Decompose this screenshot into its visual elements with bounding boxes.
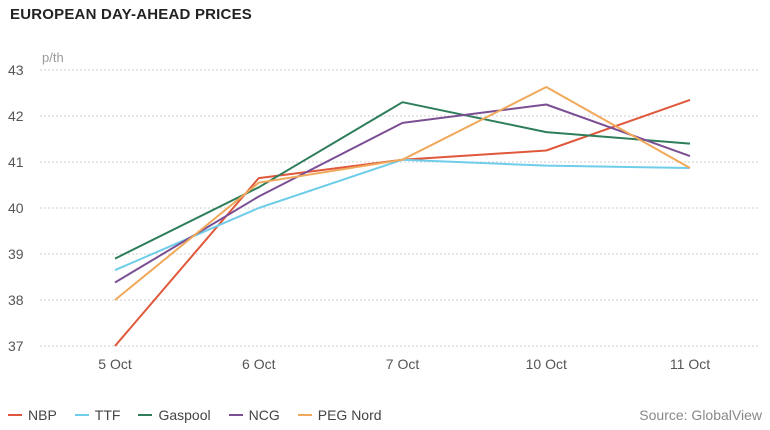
x-tick-label: 6 Oct — [242, 356, 276, 372]
line-chart: 37 38 39 40 41 42 43 5 Oct 6 Oct 7 Oct 10 Oct 11 O… — [8, 50, 760, 372]
source-note: Source: GlobalView — [639, 407, 762, 423]
y-tick-label: 38 — [8, 292, 24, 308]
x-tick-label: 7 Oct — [386, 356, 420, 372]
legend-swatch — [8, 414, 22, 416]
legend-swatch — [228, 414, 243, 416]
legend-label: PEG Nord — [317, 407, 382, 423]
legend-swatch — [138, 414, 153, 416]
legend-label: NCG — [248, 407, 280, 423]
y-tick-label: 41 — [8, 154, 24, 170]
legend-item: PEG Nord — [297, 407, 382, 423]
y-tick-label: 37 — [8, 338, 24, 354]
legend-swatch — [297, 414, 312, 416]
y-tick-label: 43 — [8, 62, 24, 78]
x-tick-label: 11 Oct — [670, 356, 710, 372]
legend-item: Gaspool — [138, 407, 211, 423]
series-line-gaspool — [114, 101, 691, 260]
legend-swatch — [74, 414, 89, 416]
legend-item: NCG — [228, 407, 280, 423]
y-axis-label: p/th — [42, 50, 64, 65]
legend-label: NBP — [28, 407, 57, 423]
x-tick-label: 5 Oct — [98, 356, 132, 372]
series-lines — [114, 86, 691, 347]
chart-title: EUROPEAN DAY-AHEAD PRICES — [10, 6, 252, 23]
y-tick-label: 39 — [8, 246, 24, 262]
legend-label: Gaspool — [158, 407, 211, 423]
legend: NBP TTF Gaspool NCG PEG Nord — [8, 407, 400, 423]
x-tick-label: 10 Oct — [526, 356, 567, 372]
legend-item: NBP — [8, 407, 57, 423]
y-tick-label: 42 — [8, 108, 24, 124]
y-axis-ticks: 37 38 39 40 41 42 43 — [8, 62, 24, 354]
grid-lines — [40, 69, 760, 347]
y-tick-label: 40 — [8, 200, 24, 216]
series-line-peg-nord — [114, 86, 691, 301]
legend-label: TTF — [94, 407, 121, 423]
series-line-ncg — [114, 103, 691, 284]
x-axis-ticks: 5 Oct 6 Oct 7 Oct 10 Oct 11 Oct — [98, 356, 710, 372]
legend-item: TTF — [74, 407, 121, 423]
